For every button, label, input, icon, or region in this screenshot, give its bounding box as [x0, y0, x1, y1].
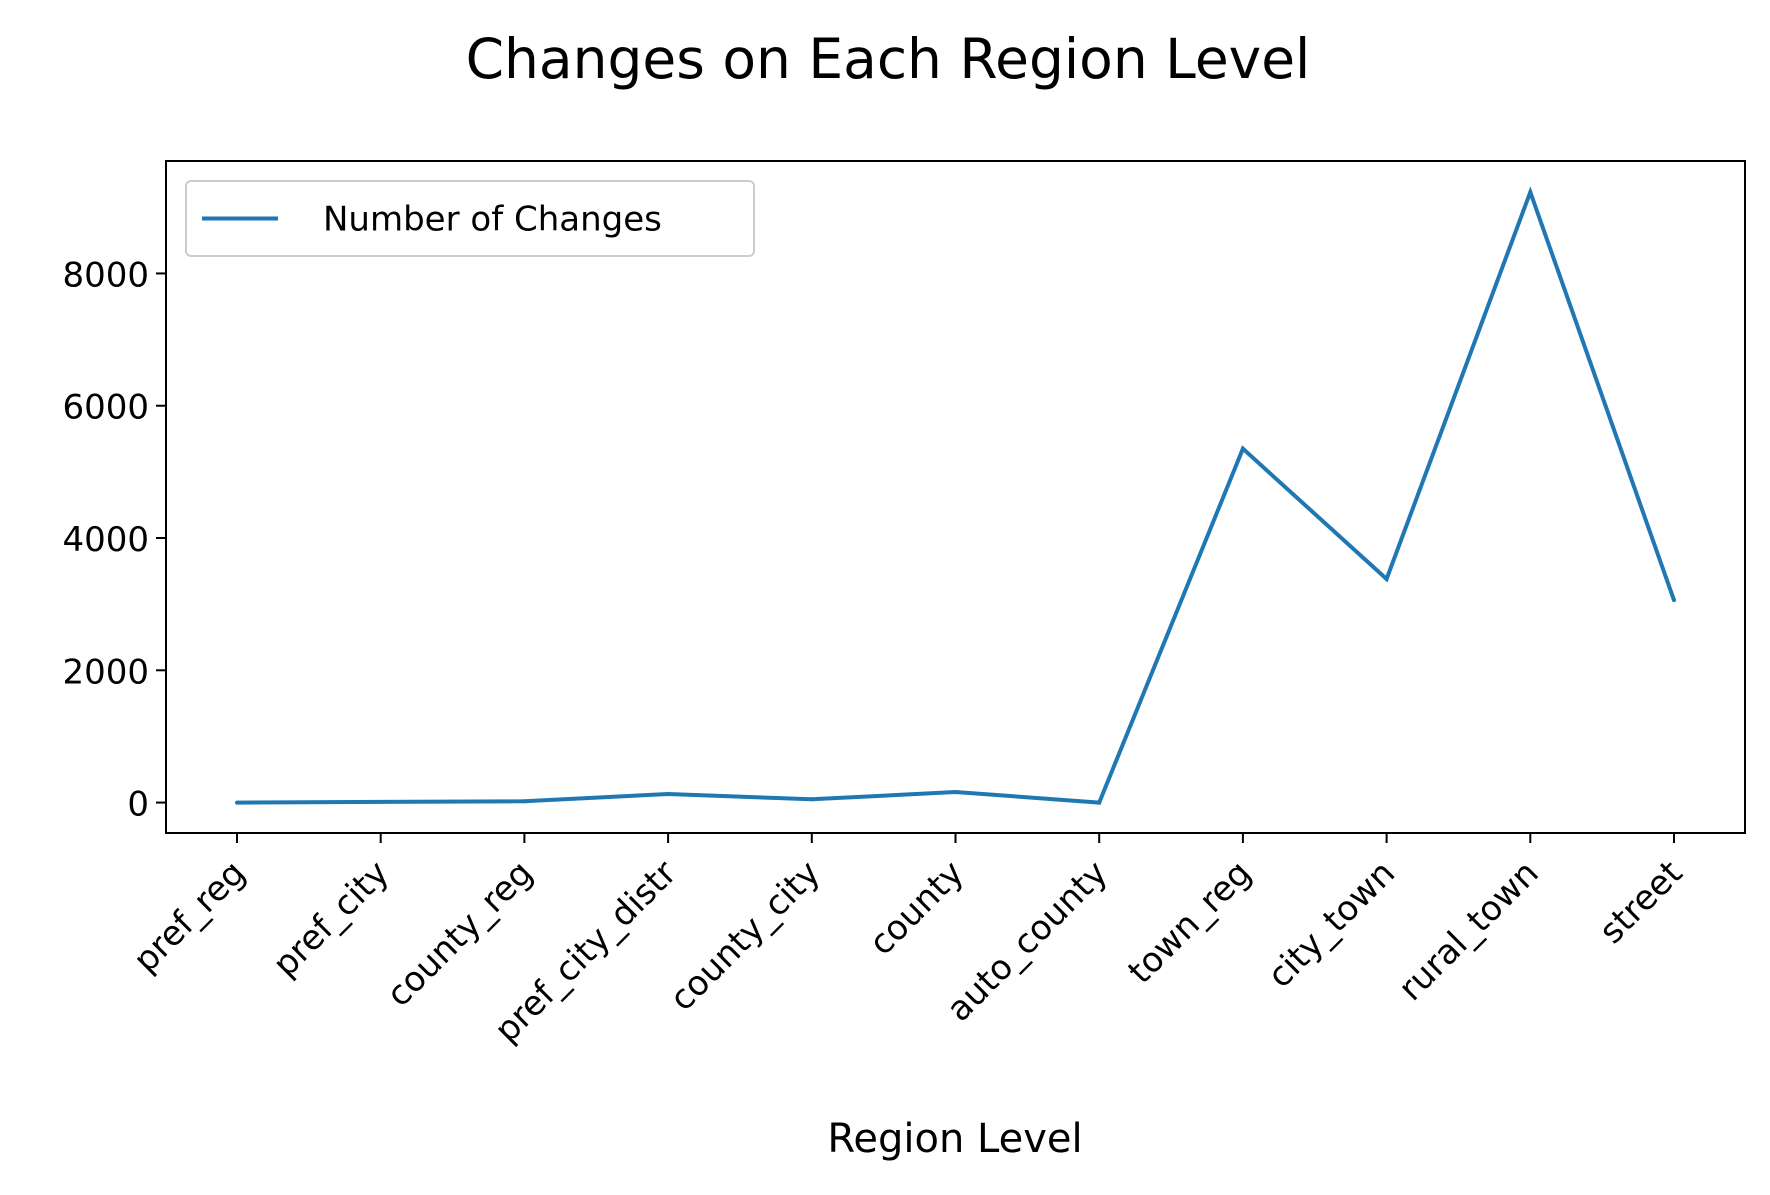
y-tick-label: 6000 — [62, 388, 149, 428]
y-tick-label: 0 — [127, 785, 149, 825]
data-point — [953, 789, 958, 794]
y-tick-label: 4000 — [62, 520, 149, 560]
data-point — [1240, 446, 1245, 451]
data-point — [1672, 598, 1676, 603]
data-point — [378, 799, 383, 804]
y-tick-label: 2000 — [62, 652, 149, 692]
data-point — [666, 791, 671, 796]
chart-title: Changes on Each Region Level — [466, 27, 1311, 91]
data-point — [1097, 800, 1102, 805]
data-point — [522, 799, 527, 804]
x-axis-label: Region Level — [827, 1116, 1082, 1162]
y-tick-label: 8000 — [62, 255, 149, 295]
data-point — [235, 800, 239, 805]
data-point — [1384, 577, 1389, 582]
data-point — [809, 797, 814, 802]
legend-box — [185, 180, 755, 257]
data-point — [1528, 190, 1533, 195]
legend-label: Number of Changes — [323, 200, 662, 240]
